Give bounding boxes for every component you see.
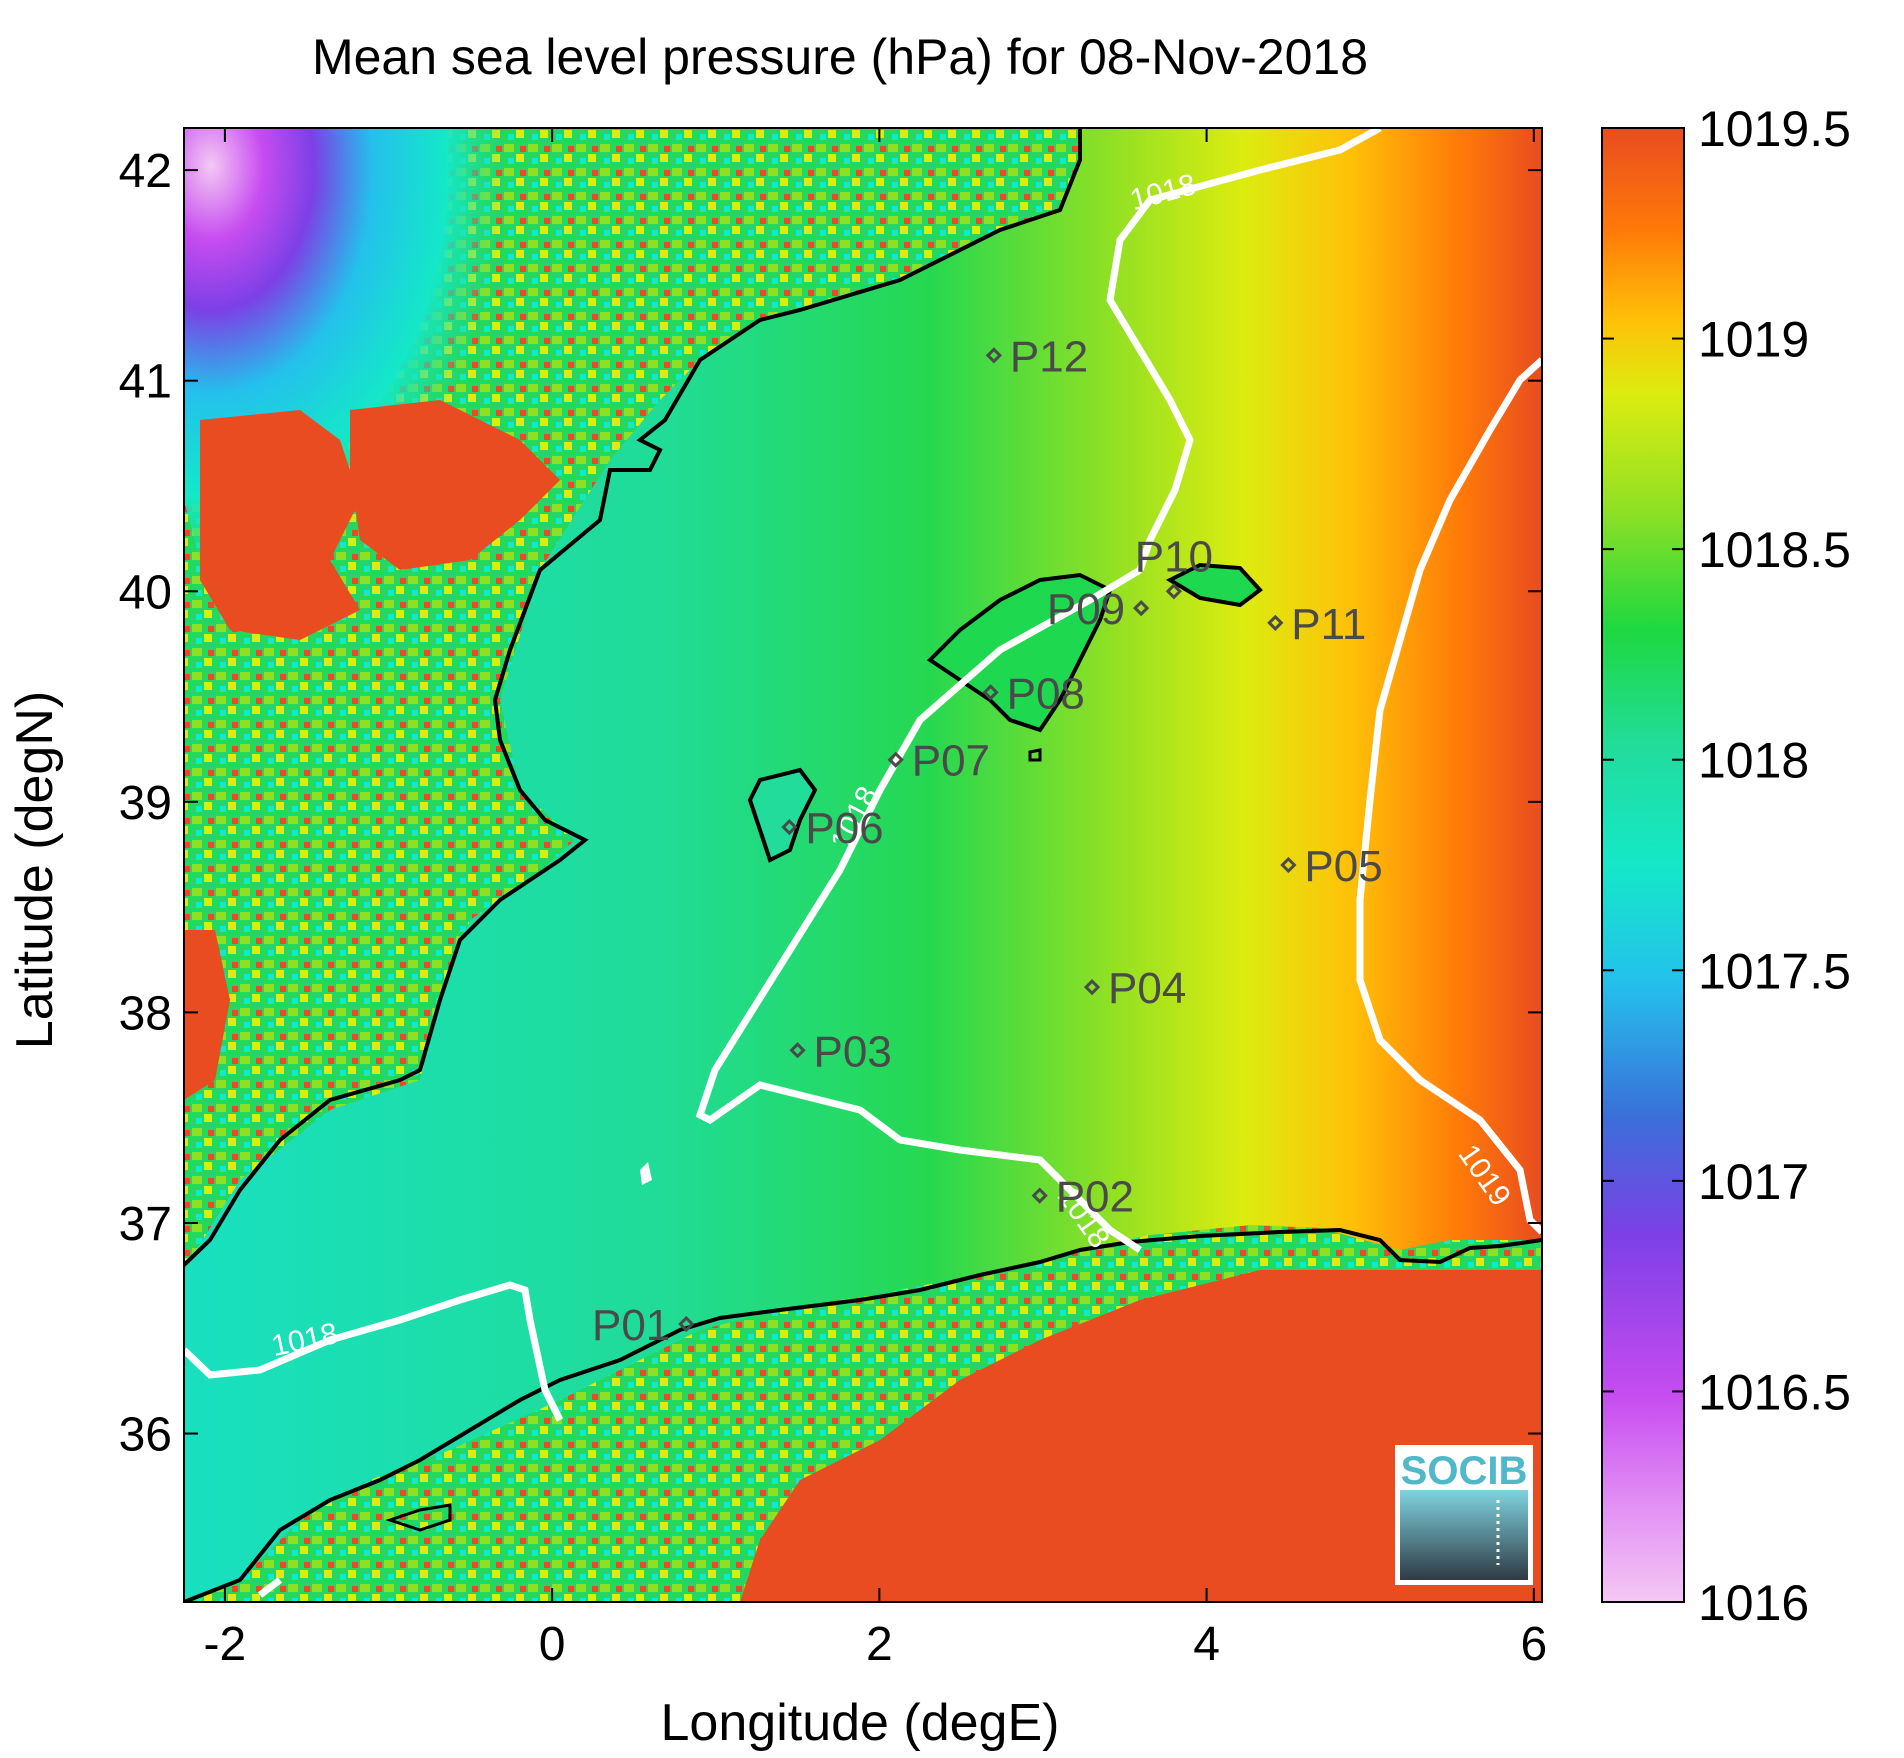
station-label-p06: P06 (805, 804, 883, 853)
station-label-p03: P03 (814, 1027, 892, 1076)
station-marker-p04 (1083, 979, 1101, 996)
alboran-island (385, 1503, 452, 1532)
x-axis-ticks: -2 0 2 4 6 (204, 128, 1547, 1671)
plot-frame (183, 127, 1543, 1603)
africa-red-region (740, 1270, 1542, 1602)
contour-1018-southwest (184, 1281, 564, 1422)
x-tick-label: 2 (866, 1618, 893, 1671)
colorbar-tick-label: 1016.5 (1698, 1364, 1851, 1420)
contour-1019 (1356, 357, 1542, 1235)
iberia-red-blob-2 (350, 400, 560, 570)
menorca-outline (1165, 562, 1263, 608)
station-marker-p01 (678, 1315, 695, 1333)
colorbar-tick-label: 1017 (1698, 1154, 1809, 1210)
ibiza-outline (747, 767, 818, 863)
station-label-p12: P12 (1010, 332, 1088, 381)
colorbar-tick-label: 1017.5 (1698, 943, 1851, 999)
y-tick-label: 42 (119, 145, 172, 198)
x-tick-label: 6 (1520, 1618, 1547, 1671)
y-tick-label: 38 (119, 987, 172, 1040)
colorbar (1601, 127, 1685, 1603)
station-label-p05: P05 (1304, 842, 1382, 891)
station-marker-p06 (781, 818, 798, 836)
iberia-red-blob-1 (200, 410, 360, 640)
colorbar-tick-label: 1019 (1698, 312, 1809, 368)
station-marker-p07 (887, 751, 904, 768)
contour-1018-north (1106, 128, 1382, 572)
iberia-coastline (184, 128, 1082, 1267)
cabrera-outline (1028, 748, 1042, 762)
y-axis-ticks: 36 37 38 39 40 41 42 (119, 145, 1542, 1462)
chart-title: Mean sea level pressure (hPa) for 08-Nov… (311, 29, 1369, 85)
africa-coastline (184, 1227, 1542, 1602)
station-label-p11: P11 (1291, 600, 1366, 649)
colorbar-tick-label: 1019.5 (1698, 101, 1851, 157)
station-marker-p08 (982, 684, 999, 701)
station-marker-p11 (1267, 614, 1284, 631)
logo-text: SOCIB (1401, 1449, 1528, 1493)
contour-1018-central (695, 566, 1142, 1253)
y-tick-label: 40 (119, 566, 172, 619)
y-axis-title: Latitude (degN) (6, 691, 64, 1049)
contour-1018-africa (257, 1577, 283, 1598)
station-label-p10: P10 (1135, 532, 1213, 581)
station-marker-p09 (1133, 599, 1150, 617)
x-tick-label: 4 (1193, 1618, 1220, 1671)
x-tick-label: -2 (204, 1618, 247, 1671)
colorbar-tick-label: 1018.5 (1698, 522, 1851, 578)
y-tick-label: 37 (119, 1198, 172, 1251)
iberia-red-blob-3 (184, 930, 230, 1100)
station-marker-p10 (1165, 583, 1182, 600)
y-tick-label: 41 (119, 356, 172, 409)
x-tick-label: 0 (539, 1618, 566, 1671)
colorbar-tick-label: 1016 (1698, 1575, 1809, 1631)
station-marker-p05 (1280, 856, 1297, 874)
contour-1018-islet (640, 1162, 652, 1185)
station-marker-p02 (1031, 1187, 1048, 1204)
x-axis-title: Longitude (degE) (661, 1694, 1060, 1752)
station-label-p01: P01 (592, 1301, 670, 1350)
station-label-p08: P08 (1007, 669, 1085, 718)
station-label-p04: P04 (1108, 964, 1186, 1013)
station-marker-p12 (985, 347, 1003, 364)
colorbar-tick-label: 1018 (1698, 733, 1809, 789)
y-tick-label: 36 (119, 1409, 172, 1462)
colorbar-ticks: 1016 1016.5 1017 1017.5 1018 1018.5 1019 1019.5 (1602, 101, 1851, 1631)
socib-logo: SOCIB (1395, 1445, 1533, 1585)
station-label-p07: P07 (912, 737, 990, 786)
station-label-p09: P09 (1047, 585, 1125, 634)
y-tick-label: 39 (119, 777, 172, 830)
station-label-p02: P02 (1056, 1173, 1134, 1222)
station-marker-p03 (789, 1042, 806, 1059)
